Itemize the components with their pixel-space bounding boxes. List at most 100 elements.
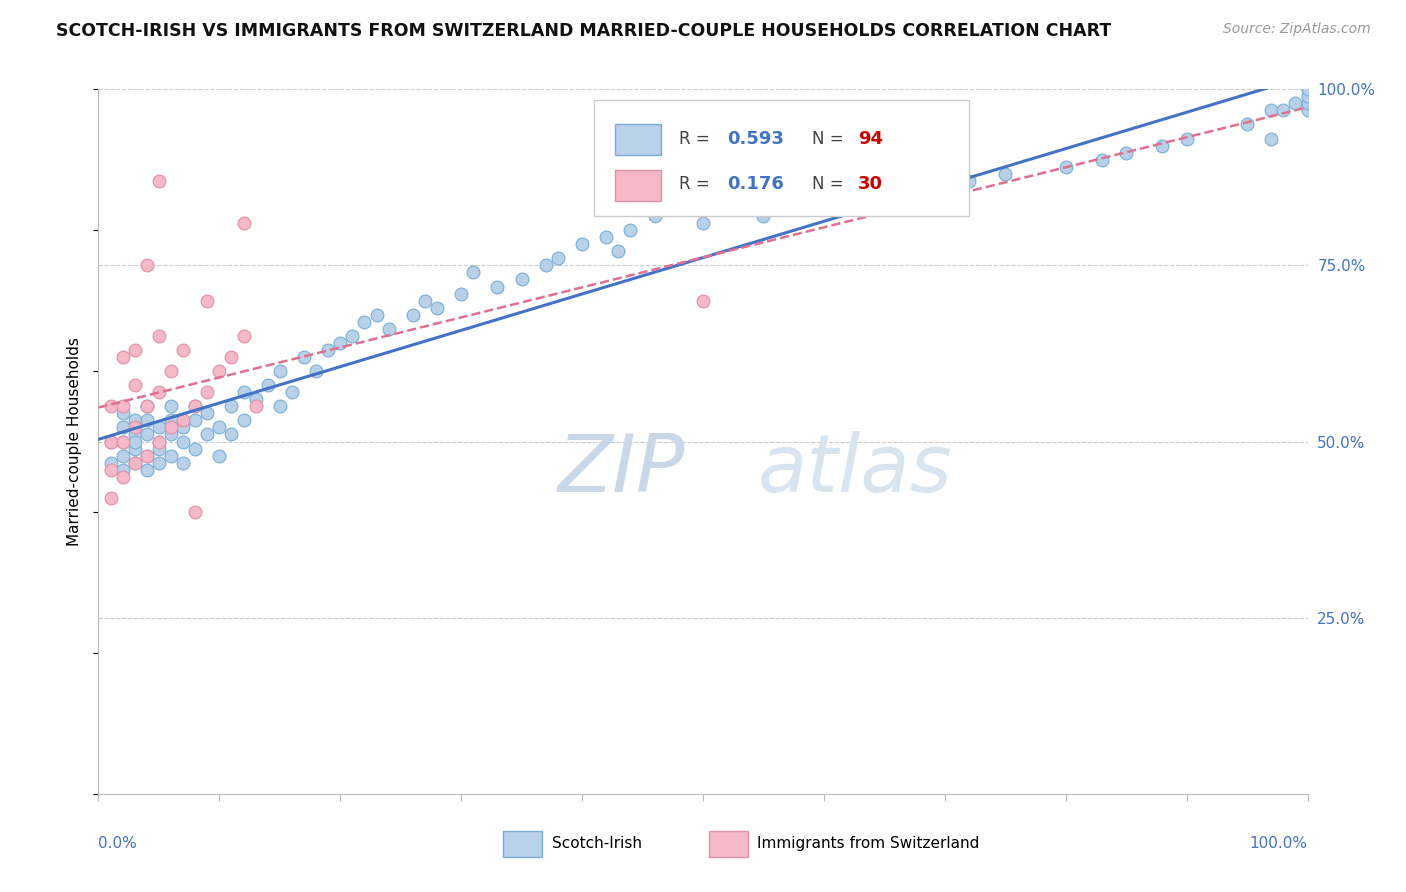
Point (148, 434, 170, 449)
Point (366, 308, 388, 322)
Text: R =: R = (679, 129, 714, 147)
Point (776, 187, 799, 202)
Point (148, 442, 170, 456)
Point (426, 301, 449, 315)
Point (160, 427, 183, 442)
Point (668, 202, 690, 216)
Point (148, 174, 170, 188)
Point (184, 505, 207, 519)
Point (245, 399, 267, 413)
Point (124, 413, 146, 427)
Point (595, 230, 617, 244)
Point (124, 343, 146, 357)
Point (256, 378, 278, 392)
Text: Immigrants from Switzerland: Immigrants from Switzerland (758, 837, 980, 851)
Point (195, 406, 218, 420)
Point (184, 399, 207, 413)
Point (148, 456, 170, 470)
Point (692, 293, 714, 308)
Text: ZIP: ZIP (558, 431, 685, 508)
Point (100, 399, 122, 413)
Point (100, 463, 122, 477)
Point (172, 434, 194, 449)
Point (135, 399, 157, 413)
Point (135, 413, 157, 427)
Point (124, 434, 146, 449)
FancyBboxPatch shape (709, 830, 748, 857)
Point (111, 434, 134, 449)
Point (1260, 131, 1282, 145)
Point (281, 385, 304, 400)
Point (111, 449, 134, 463)
Point (957, 174, 980, 188)
Point (124, 378, 146, 392)
Point (172, 413, 194, 427)
Point (124, 442, 146, 456)
Text: atlas: atlas (758, 431, 952, 508)
Point (172, 456, 194, 470)
Point (148, 434, 170, 449)
Point (571, 237, 593, 252)
Point (1296, 89, 1319, 103)
Point (269, 399, 291, 413)
Point (124, 427, 146, 442)
Point (994, 167, 1017, 181)
Point (463, 265, 485, 279)
Text: 94: 94 (858, 129, 883, 147)
Point (377, 322, 399, 336)
Point (208, 364, 231, 378)
Point (1260, 103, 1282, 118)
Point (716, 194, 738, 209)
Point (534, 259, 557, 273)
Point (292, 350, 315, 364)
Text: Scotch-Irish: Scotch-Irish (551, 837, 643, 851)
Point (184, 399, 207, 413)
Point (148, 385, 170, 400)
Point (135, 399, 157, 413)
Point (172, 343, 194, 357)
Text: 0.0%: 0.0% (98, 836, 138, 851)
Point (221, 427, 243, 442)
Point (1296, 96, 1319, 111)
FancyBboxPatch shape (503, 830, 543, 857)
Point (305, 364, 328, 378)
Point (316, 343, 339, 357)
FancyBboxPatch shape (595, 100, 969, 216)
Text: R =: R = (679, 176, 714, 194)
Point (208, 449, 231, 463)
Point (402, 308, 425, 322)
Point (1175, 131, 1198, 145)
Point (329, 335, 352, 350)
Point (547, 252, 569, 266)
Point (692, 216, 714, 230)
Point (100, 491, 122, 505)
Point (1296, 89, 1319, 103)
Point (160, 399, 183, 413)
Point (837, 174, 859, 188)
Point (195, 293, 218, 308)
Point (1296, 82, 1319, 96)
Point (100, 456, 122, 470)
Text: 100.0%: 100.0% (1250, 836, 1308, 851)
FancyBboxPatch shape (614, 124, 661, 154)
Point (195, 427, 218, 442)
Point (124, 456, 146, 470)
Point (135, 259, 157, 273)
Point (245, 392, 267, 407)
Point (619, 223, 641, 237)
Point (510, 272, 533, 286)
Point (160, 449, 183, 463)
Point (644, 209, 666, 223)
Point (124, 420, 146, 434)
Point (208, 420, 231, 434)
Point (752, 209, 775, 223)
Point (100, 434, 122, 449)
Point (413, 293, 436, 308)
Point (160, 413, 183, 427)
Point (195, 385, 218, 400)
Point (813, 181, 835, 195)
Point (1284, 96, 1306, 111)
Point (1272, 103, 1295, 118)
Point (221, 399, 243, 413)
Y-axis label: Married-couple Households: Married-couple Households (67, 337, 83, 546)
